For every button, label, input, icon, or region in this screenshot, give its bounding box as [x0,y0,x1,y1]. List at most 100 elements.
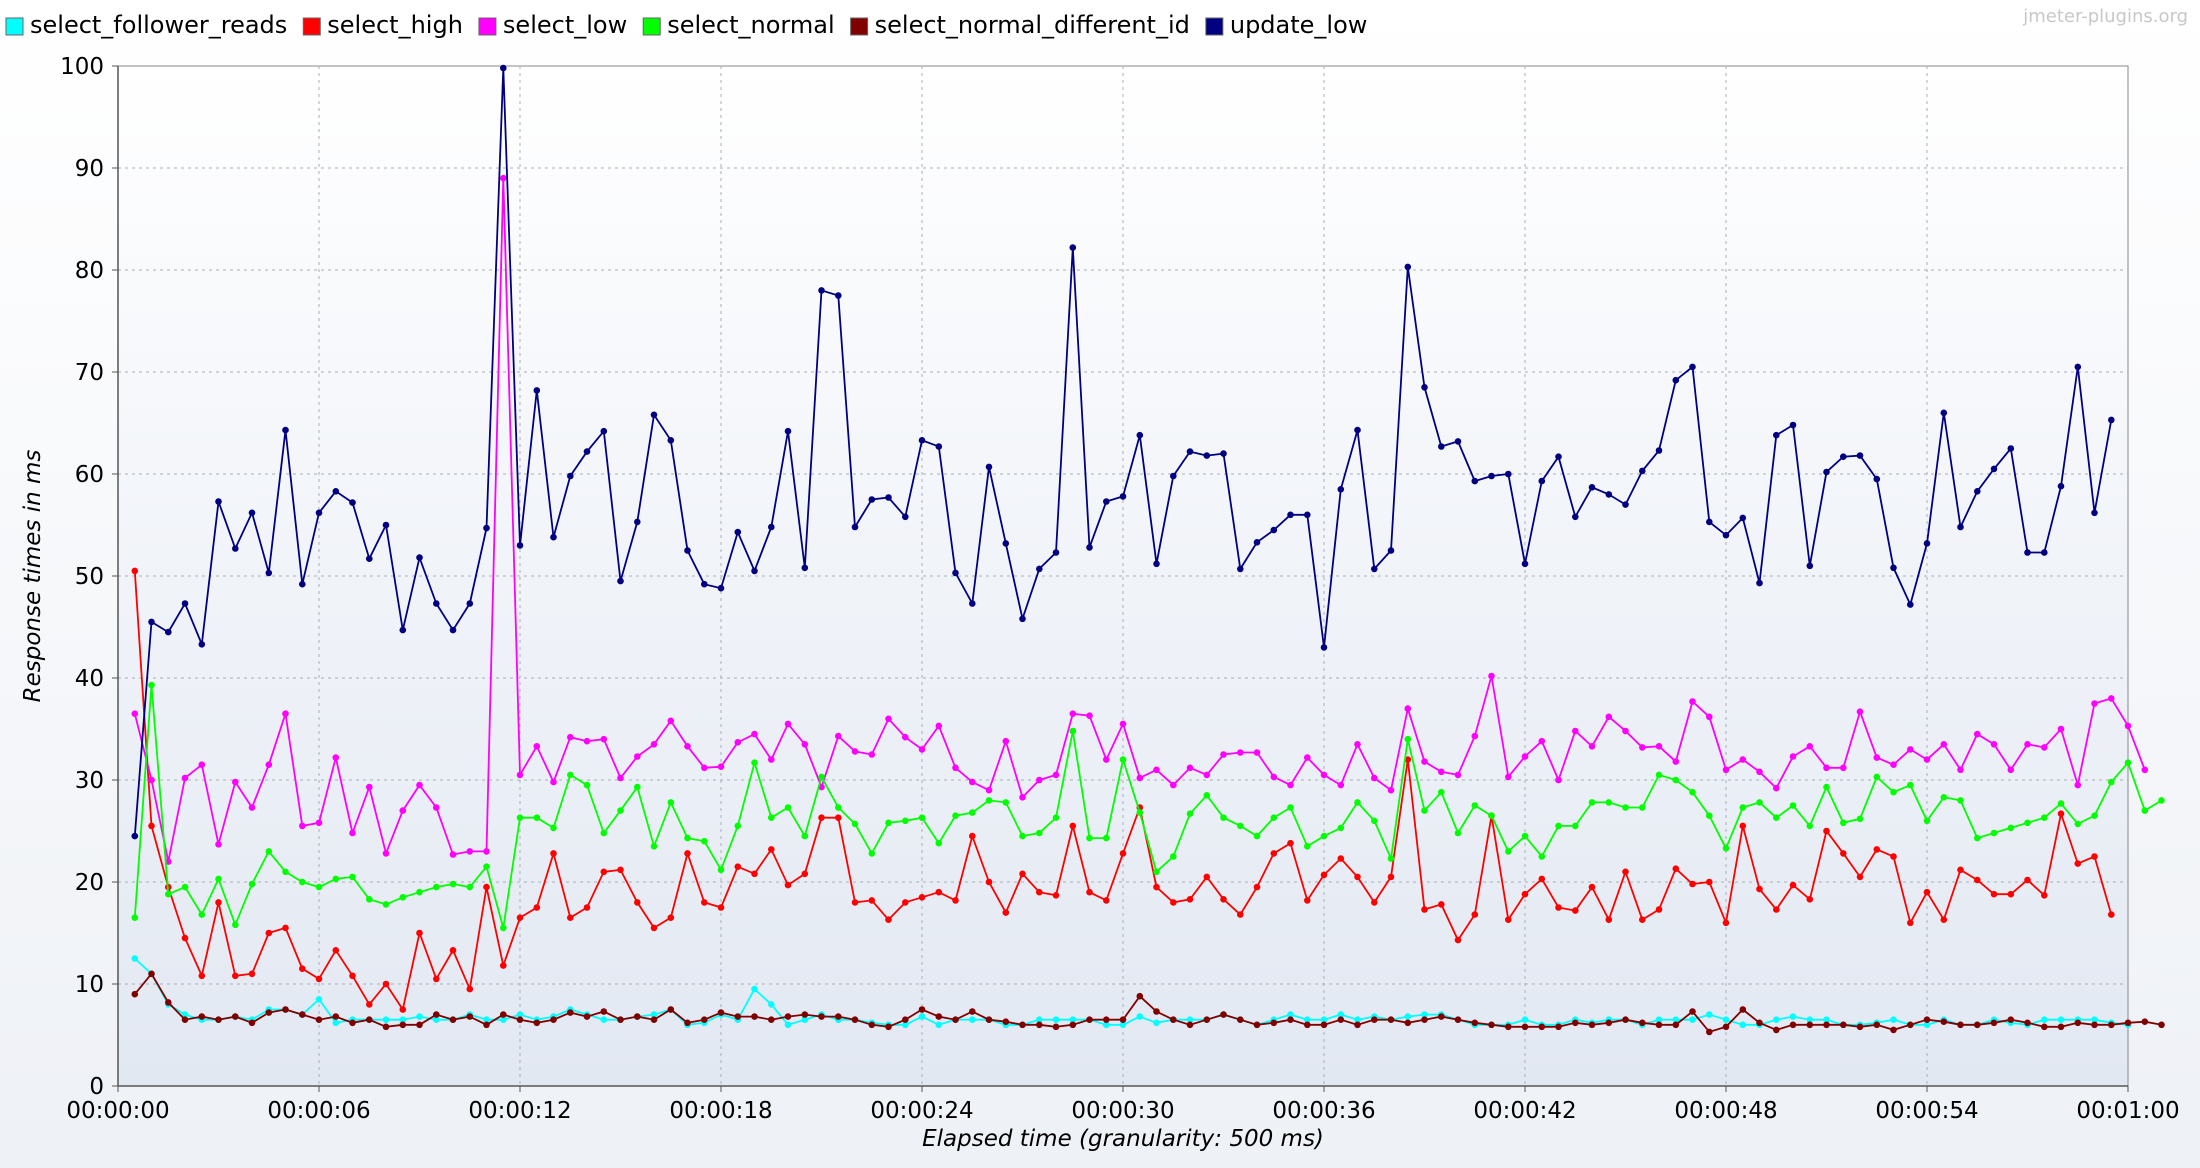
data-point [1890,788,1897,796]
data-point [1220,751,1227,758]
y-tick-label: 100 [60,54,104,80]
data-point [751,567,758,575]
data-point [1907,746,1914,753]
data-point [1639,744,1646,751]
legend-swatch [850,17,869,36]
data-point [1237,1016,1244,1023]
data-point [2041,1023,2048,1031]
data-point [851,748,859,755]
data-point [1387,873,1395,881]
y-tick-labels: 0 10 20 30 40 50 60 70 80 90 100 [60,54,104,1100]
data-point [1639,467,1646,475]
data-point [818,773,825,781]
data-point [1170,899,1177,906]
data-point [1622,868,1629,876]
data-point [1454,936,1462,944]
data-point [449,626,457,634]
data-point [2007,445,2015,452]
data-point [1856,708,1864,715]
data-point [1086,1016,1093,1023]
data-point [1840,453,1847,461]
data-point [433,975,440,983]
data-point [868,897,876,904]
data-point [617,807,624,814]
data-point [2057,800,2065,807]
data-point [332,754,340,761]
data-point [315,509,323,517]
data-point [215,1016,222,1023]
axes [112,65,2129,1092]
data-point [399,1016,407,1023]
data-point [282,924,289,932]
data-point [1153,1008,1160,1015]
data-point [1521,560,1529,568]
data-point [1052,1016,1060,1023]
data-point [1421,1011,1428,1018]
data-point [701,764,708,772]
legend-swatch [5,17,24,36]
data-point [1907,1021,1914,1029]
data-point [1974,834,1981,842]
data-point [1237,565,1244,573]
data-point [1086,888,1093,896]
data-point [1655,1016,1663,1023]
data-point [567,771,574,779]
data-point [2074,363,2082,371]
data-point [1940,916,1948,923]
data-point [1605,713,1613,721]
data-point [1706,1028,1713,1036]
series-update-low [131,64,2115,840]
data-point [1270,1019,1278,1027]
data-point [1890,853,1897,860]
data-point [1220,1011,1227,1018]
data-point [1287,511,1294,519]
data-point [1136,809,1144,816]
data-point [1706,518,1713,526]
data-point [1789,1021,1797,1029]
data-point [265,1009,273,1016]
data-point [650,411,658,419]
data-point [1856,1023,1864,1031]
data-point [516,1016,524,1023]
data-point [2041,814,2048,821]
data-point [148,618,155,626]
data-point [701,837,708,845]
data-point [969,1016,976,1023]
data-point [617,774,624,782]
data-point [2057,1016,2065,1023]
data-point [1153,766,1160,774]
data-point [1689,788,1696,796]
data-point [1086,712,1093,719]
data-point [1739,822,1747,830]
data-point [416,929,423,937]
data-point [198,761,206,768]
data-point [382,980,390,988]
data-point [969,778,976,786]
data-point [533,743,541,750]
data-point [1773,784,1780,792]
data-point [483,1021,490,1029]
data-point [1823,1016,1830,1023]
data-point [2024,1019,2031,1027]
data-point [634,783,641,791]
data-point [2091,1021,2098,1029]
data-point [717,1009,725,1016]
data-point [2041,892,2048,899]
data-point [248,1019,256,1027]
data-point [1689,880,1696,888]
data-point [1555,822,1562,830]
data-point [165,628,172,636]
data-point [2024,549,2031,556]
data-point [617,577,624,585]
data-point [1421,758,1428,765]
series-select-normal [131,681,2165,932]
data-point [299,878,306,886]
data-point [1974,488,1981,495]
data-point [1840,850,1847,857]
data-point [315,996,323,1003]
data-point [1270,850,1278,857]
data-point [784,427,792,435]
data-point [701,580,708,588]
data-point [2091,1016,2098,1023]
data-point [902,817,909,825]
